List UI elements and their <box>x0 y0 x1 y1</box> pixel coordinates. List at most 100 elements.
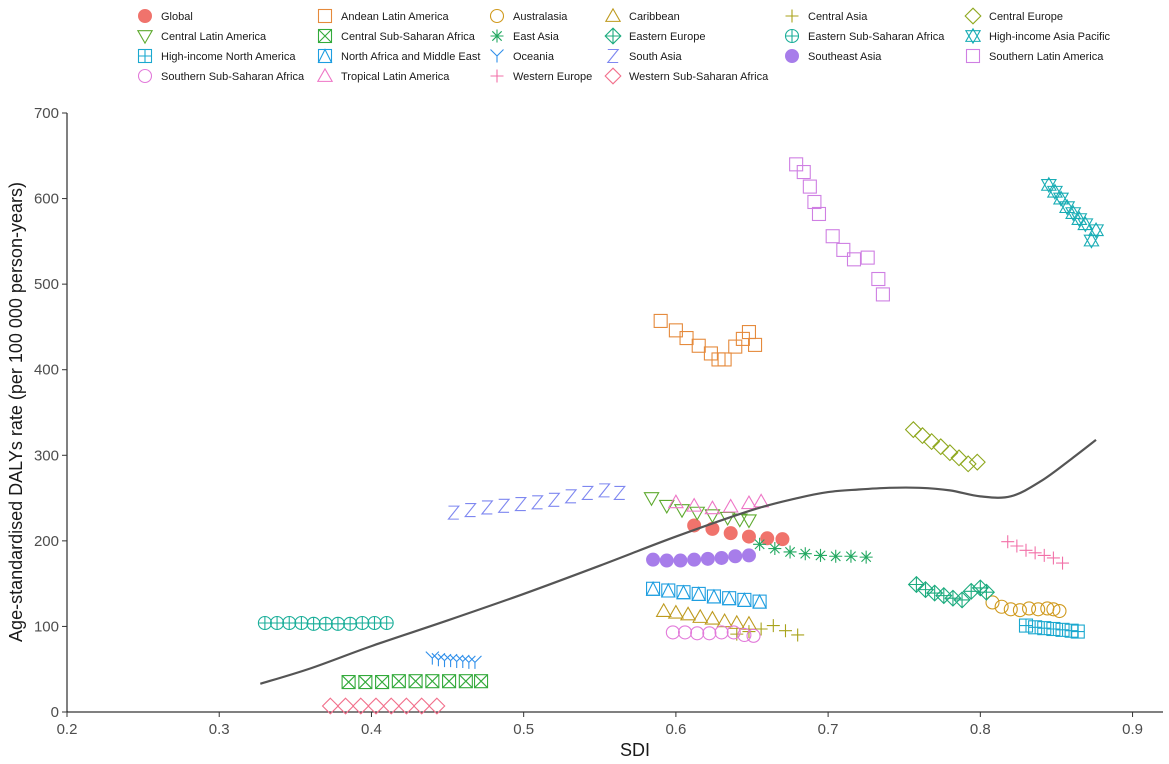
data-point-southeast-asia <box>673 553 688 568</box>
data-point-central-sub-saharan-africa <box>375 674 390 690</box>
legend-item-eastern-europe: Eastern Europe <box>604 27 705 45</box>
data-point-southern-latin-america <box>802 179 817 194</box>
legend-key-central-asia <box>785 9 799 23</box>
data-point-western-europe <box>1028 546 1042 560</box>
series-southern-latin-america <box>789 157 890 302</box>
data-point-global <box>760 531 775 546</box>
data-point-southern-latin-america <box>846 252 862 267</box>
data-point-oceania <box>455 654 470 669</box>
x-tick-label: 0.7 <box>818 721 839 738</box>
data-point-eastern-sub-saharan-africa <box>282 615 297 631</box>
y-tick-label: 200 <box>34 533 59 550</box>
legend-label: Tropical Latin America <box>341 71 450 83</box>
legend-label: Oceania <box>513 51 555 63</box>
legend-key-andean-latin-america <box>317 8 333 24</box>
data-point-east-asia <box>829 549 843 563</box>
legend-item-australasia: Australasia <box>489 8 568 24</box>
legend-key-global <box>138 9 152 23</box>
legend-item-western-sub-saharan-africa: Western Sub-Saharan Africa <box>604 67 769 85</box>
legend-item-central-sub-saharan-africa: Central Sub-Saharan Africa <box>317 28 476 44</box>
data-point-north-africa-and-middle-east <box>752 593 768 609</box>
legend-key-western-europe <box>490 69 504 83</box>
data-point-central-sub-saharan-africa <box>358 674 373 690</box>
data-point-western-europe <box>1010 539 1024 553</box>
legend-key-eastern-europe <box>604 27 622 45</box>
data-point-western-sub-saharan-africa <box>321 697 339 715</box>
data-point-southern-sub-saharan-africa <box>714 625 729 640</box>
data-point-southern-latin-america <box>796 164 811 180</box>
data-point-caribbean <box>692 608 709 623</box>
data-point-southern-sub-saharan-africa <box>677 625 693 640</box>
legend-label: Southern Sub-Saharan Africa <box>161 71 305 83</box>
y-tick-label: 300 <box>34 447 59 464</box>
data-point-eastern-sub-saharan-africa <box>379 615 394 631</box>
legend-item-southern-latin-america: Southern Latin America <box>965 48 1104 64</box>
data-point-tropical-latin-america <box>704 500 721 515</box>
legend-label: High-income North America <box>161 51 296 63</box>
legend-label: East Asia <box>513 31 560 43</box>
data-point-western-europe <box>1019 543 1033 557</box>
data-point-australasia <box>994 599 1009 614</box>
data-point-north-africa-and-middle-east <box>721 590 737 606</box>
series-central-sub-saharan-africa <box>341 674 489 690</box>
data-point-andean-latin-america <box>728 339 743 354</box>
data-point-southeast-asia <box>700 551 715 566</box>
data-point-western-europe <box>1001 535 1015 549</box>
data-point-oceania <box>461 655 476 669</box>
data-point-central-europe <box>959 455 977 473</box>
series-eastern-sub-saharan-africa <box>257 615 394 631</box>
data-point-southeast-asia <box>728 549 743 564</box>
data-point-western-sub-saharan-africa <box>352 697 370 715</box>
data-point-eastern-europe <box>926 584 944 602</box>
data-point-high-income-asia-pacific <box>1040 176 1057 194</box>
data-point-east-asia <box>783 545 797 559</box>
series-oceania <box>425 651 482 669</box>
data-point-global <box>723 526 738 541</box>
x-tick-label: 0.5 <box>513 721 534 738</box>
legend-key-high-income-asia-pacific <box>964 27 982 45</box>
data-point-oceania <box>425 651 440 665</box>
y-tick-label: 600 <box>34 191 59 208</box>
series-east-asia <box>753 537 873 564</box>
x-tick-label: 0.2 <box>57 721 78 738</box>
data-point-south-asia <box>564 489 578 504</box>
data-point-tropical-latin-america <box>722 498 739 513</box>
data-point-south-asia <box>480 500 494 515</box>
data-point-east-asia <box>768 542 782 556</box>
series-western-sub-saharan-africa <box>321 697 446 715</box>
data-point-eastern-sub-saharan-africa <box>306 616 321 631</box>
data-point-high-income-asia-pacific <box>1071 210 1088 228</box>
data-point-north-africa-and-middle-east <box>660 582 676 598</box>
legend-key-high-income-north-america <box>137 48 153 64</box>
legend-item-caribbean: Caribbean <box>604 7 680 23</box>
legend-label: Western Europe <box>513 71 592 83</box>
data-point-high-income-north-america <box>1055 622 1070 637</box>
data-point-central-sub-saharan-africa <box>442 674 457 689</box>
data-point-western-europe <box>1037 548 1051 562</box>
legend-key-north-africa-and-middle-east <box>317 48 333 64</box>
legend-item-central-asia: Central Asia <box>785 9 868 23</box>
series-north-africa-and-middle-east <box>645 581 768 609</box>
data-point-high-income-north-america <box>1018 618 1034 633</box>
legend-key-central-latin-america <box>136 30 154 45</box>
data-point-eastern-europe <box>977 583 996 601</box>
legend-label: Australasia <box>513 11 568 23</box>
data-point-central-europe <box>904 421 922 439</box>
data-point-north-africa-and-middle-east <box>691 586 707 601</box>
data-point-western-sub-saharan-africa <box>397 697 416 715</box>
data-point-tropical-latin-america <box>667 494 684 509</box>
y-tick-label: 400 <box>34 362 59 379</box>
data-point-north-africa-and-middle-east <box>706 588 722 604</box>
x-tick-label: 0.6 <box>665 721 686 738</box>
data-point-australasia <box>985 595 1000 610</box>
x-axis-title: SDI <box>620 740 650 760</box>
data-point-south-asia <box>597 483 611 498</box>
legend-label: High-income Asia Pacific <box>989 31 1111 43</box>
data-point-southeast-asia <box>714 550 729 565</box>
series-central-europe <box>904 421 986 473</box>
legend-key-central-sub-saharan-africa <box>317 28 333 44</box>
data-point-east-asia <box>844 549 858 563</box>
legend-label: Western Sub-Saharan Africa <box>629 71 769 83</box>
data-point-eastern-sub-saharan-africa <box>257 615 272 631</box>
legend-key-caribbean <box>604 7 622 22</box>
